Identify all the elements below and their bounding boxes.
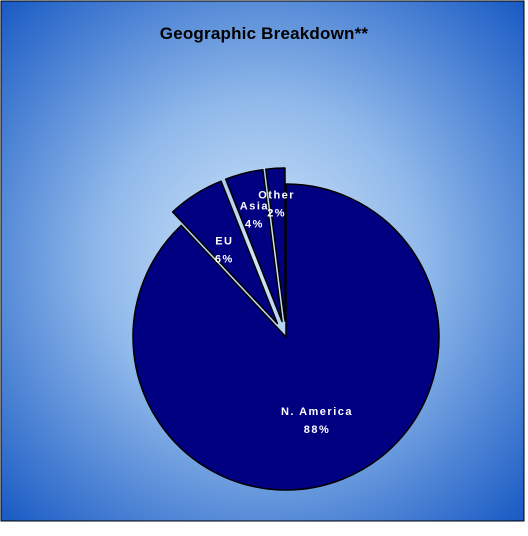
slice-label-n-america: N. America <box>281 406 353 418</box>
pie-slice-n-america <box>132 183 440 491</box>
pie-slice-eu <box>171 180 279 325</box>
slice-label-asia: Asia <box>240 201 269 213</box>
slice-value-eu: 6% <box>215 253 234 265</box>
slice-value-n-america: 88% <box>304 424 331 436</box>
pie-slice-asia <box>224 168 283 323</box>
pie-slices <box>132 167 440 491</box>
slice-value-other: 2% <box>267 207 286 219</box>
slice-label-other: Other <box>258 189 295 201</box>
pie-labels: N. America 88% EU 6% Asia 4% Other 2% <box>215 189 353 436</box>
chart-title: Geographic Breakdown** <box>159 24 369 43</box>
slice-value-asia: 4% <box>245 219 264 231</box>
slice-label-eu: EU <box>215 235 233 247</box>
pie-slice-other <box>265 167 286 322</box>
